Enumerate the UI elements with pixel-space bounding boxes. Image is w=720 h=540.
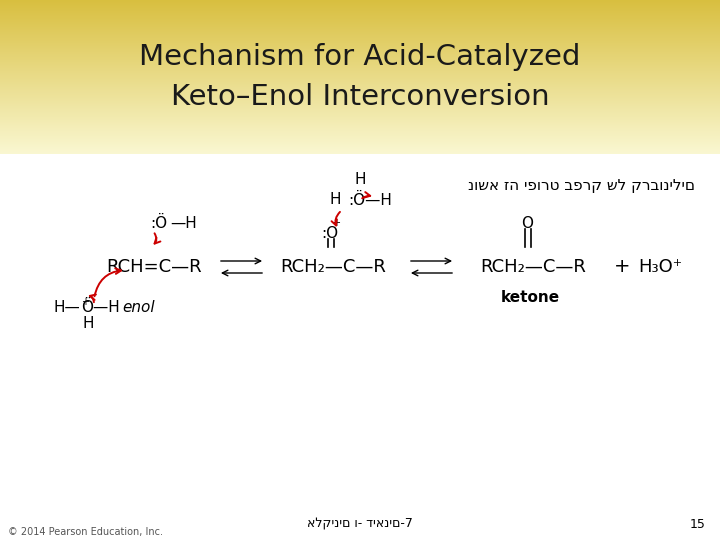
Text: Keto–Enol Interconversion: Keto–Enol Interconversion: [171, 83, 549, 111]
Text: 15: 15: [690, 517, 706, 530]
Text: —H: —H: [170, 215, 197, 231]
Text: H: H: [82, 315, 94, 330]
Text: נושא זה יפורט בפרק של קרבונילים: נושא זה יפורט בפרק של קרבונילים: [468, 178, 695, 193]
Text: H: H: [329, 192, 341, 207]
Text: ketone: ketone: [500, 289, 559, 305]
Text: H₃O⁺: H₃O⁺: [638, 258, 682, 276]
Text: RCH=C—R: RCH=C—R: [106, 258, 202, 276]
Text: +: +: [81, 297, 89, 307]
Text: :Ö: :Ö: [150, 215, 167, 231]
Text: O: O: [521, 215, 533, 231]
Text: enol: enol: [122, 300, 155, 314]
Text: RCH₂—C—R: RCH₂—C—R: [280, 258, 386, 276]
Text: :Ö—H: :Ö—H: [348, 192, 392, 207]
Text: Ö—H: Ö—H: [81, 300, 120, 314]
Text: © 2014 Pearson Education, Inc.: © 2014 Pearson Education, Inc.: [8, 527, 163, 537]
Text: H—: H—: [53, 300, 80, 314]
Text: Mechanism for Acid-Catalyzed: Mechanism for Acid-Catalyzed: [139, 43, 581, 71]
Text: H: H: [354, 172, 366, 187]
Text: :O: :O: [321, 226, 338, 240]
Text: +: +: [613, 258, 630, 276]
Text: RCH₂—C—R: RCH₂—C—R: [480, 258, 586, 276]
Text: אלקינים ו- דיאנים-7: אלקינים ו- דיאנים-7: [307, 517, 413, 530]
Text: +: +: [332, 218, 340, 228]
